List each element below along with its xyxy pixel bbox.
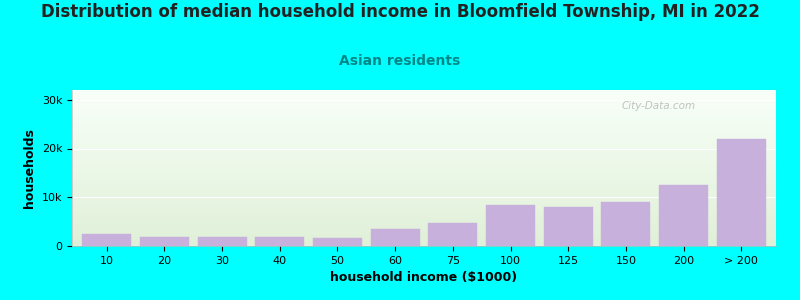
Bar: [198, 237, 246, 246]
X-axis label: household income ($1000): household income ($1000): [330, 271, 518, 284]
Bar: [544, 207, 593, 246]
Bar: [486, 205, 535, 246]
Bar: [717, 139, 766, 246]
Text: Asian residents: Asian residents: [339, 54, 461, 68]
Bar: [140, 237, 189, 246]
Text: City-Data.com: City-Data.com: [621, 101, 695, 111]
Bar: [659, 185, 708, 246]
Bar: [602, 202, 650, 246]
Bar: [313, 238, 362, 246]
Bar: [255, 237, 304, 246]
Y-axis label: households: households: [23, 128, 36, 208]
Text: Distribution of median household income in Bloomfield Township, MI in 2022: Distribution of median household income …: [41, 3, 759, 21]
Bar: [428, 223, 478, 246]
Bar: [82, 234, 131, 246]
Bar: [370, 230, 420, 246]
